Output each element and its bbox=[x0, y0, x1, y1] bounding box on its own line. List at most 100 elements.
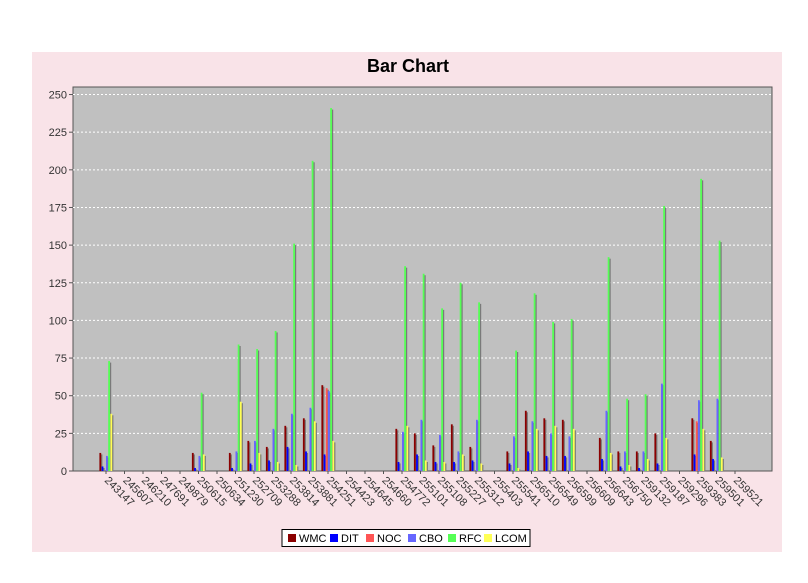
bar-lcom-255541 bbox=[517, 467, 520, 471]
y-tick-label: 225 bbox=[49, 127, 67, 139]
bar-shadow bbox=[551, 434, 553, 471]
bar-shadow bbox=[509, 464, 512, 471]
bar-shadow bbox=[537, 430, 539, 471]
bar-cbo-253288 bbox=[272, 428, 275, 471]
bar-cbo-256643 bbox=[605, 410, 608, 471]
bar-shadow bbox=[563, 421, 565, 471]
bar-shadow bbox=[417, 455, 420, 471]
bar-shadow bbox=[571, 320, 574, 471]
bar-shadow bbox=[692, 419, 695, 471]
bar-shadow bbox=[514, 437, 516, 471]
bar-lcom-254251 bbox=[332, 440, 335, 471]
y-tick-label: 25 bbox=[55, 428, 67, 440]
bar-shadow bbox=[555, 427, 558, 471]
bar-rfc-252709 bbox=[256, 349, 258, 471]
bar-cbo-253814 bbox=[291, 413, 293, 471]
y-tick-label: 125 bbox=[49, 278, 67, 290]
bar-shadow bbox=[292, 415, 294, 471]
legend-box bbox=[281, 529, 531, 547]
bar-shadow bbox=[526, 412, 528, 471]
bar-shadow bbox=[454, 463, 457, 471]
bar-cbo-256510 bbox=[531, 421, 534, 471]
y-tick-label: 150 bbox=[49, 240, 67, 252]
bar-wmc-251230 bbox=[228, 452, 231, 471]
bar-shadow bbox=[232, 469, 235, 471]
bar-wmc-255227 bbox=[450, 424, 453, 471]
bar-shadow bbox=[569, 437, 572, 471]
gridlines bbox=[73, 94, 772, 434]
bar-shadow bbox=[606, 412, 609, 471]
bar-rfc-255541 bbox=[515, 350, 517, 471]
bar-shadow bbox=[195, 469, 198, 471]
bar-shadow bbox=[238, 346, 241, 471]
bar-shadow bbox=[460, 284, 463, 471]
bar-rfc-254772 bbox=[404, 266, 406, 471]
bar-shadow bbox=[444, 463, 447, 471]
bar-noc-259383 bbox=[695, 421, 698, 471]
bar-lcom-243147 bbox=[110, 413, 113, 471]
bar-shadow bbox=[315, 422, 317, 471]
bar-lcom-259187 bbox=[665, 437, 668, 471]
bar-rfc-251230 bbox=[237, 344, 240, 471]
bar-shadow bbox=[199, 457, 202, 471]
bar-shadow bbox=[574, 430, 576, 471]
bar-dit-259501 bbox=[712, 458, 714, 471]
bar-shadow bbox=[275, 332, 278, 471]
bar-shadow bbox=[322, 386, 325, 471]
bar-wmc-255101 bbox=[413, 433, 416, 471]
bar-rfc-255227 bbox=[459, 282, 462, 471]
bar-dit-254772 bbox=[397, 461, 400, 471]
bar-wmc-256549 bbox=[543, 418, 546, 471]
bar-shadow bbox=[534, 294, 537, 471]
bar-chart: Bar Chart 0 25 50 75 100 125 150 175 200 225 250 2… bbox=[49, 56, 773, 547]
bar-dit-255312 bbox=[471, 460, 474, 471]
bar-cbo-254772 bbox=[402, 431, 404, 471]
bar-lcom-252709 bbox=[258, 452, 261, 471]
bar-cbo-256750 bbox=[624, 451, 626, 471]
bar-dit-255227 bbox=[453, 461, 455, 471]
bar-shadow bbox=[259, 454, 262, 471]
bar-shadow bbox=[304, 419, 306, 471]
bar-cbo-259383 bbox=[698, 400, 700, 471]
bar-shadow bbox=[415, 434, 417, 471]
bar-shadow bbox=[470, 448, 473, 471]
bar-shadow bbox=[435, 463, 438, 471]
bar-dit-259187 bbox=[656, 463, 659, 471]
bar-shadow bbox=[294, 245, 297, 471]
bar-shadow bbox=[327, 389, 329, 471]
bar-shadow bbox=[697, 422, 699, 471]
bar-rfc-253814 bbox=[293, 243, 295, 471]
bar-shadow bbox=[407, 427, 410, 471]
bar-shadow bbox=[611, 454, 613, 471]
bar-shadow bbox=[269, 461, 272, 471]
bar-wmc-256510 bbox=[524, 410, 527, 471]
bar-dit-251230 bbox=[231, 467, 233, 471]
bar-cbo-259132 bbox=[642, 451, 645, 471]
bar-shadow bbox=[477, 421, 479, 471]
bar-cbo-256599 bbox=[568, 436, 571, 471]
bar-shadow bbox=[107, 457, 109, 471]
bar-shadow bbox=[516, 352, 519, 471]
bar-cbo-250615 bbox=[198, 455, 201, 471]
legend-label-wmc: WMC bbox=[299, 533, 327, 545]
legend-label-dit: DIT bbox=[341, 533, 359, 545]
bar-shadow bbox=[421, 421, 424, 471]
bar-noc-254251 bbox=[325, 388, 328, 471]
bar-shadow bbox=[396, 430, 399, 471]
legend-label-rfc: RFC bbox=[459, 533, 482, 545]
chart-title: Bar Chart bbox=[367, 56, 449, 76]
bar-shadow bbox=[711, 442, 713, 471]
bar-lcom-255227 bbox=[461, 454, 464, 471]
bar-shadow bbox=[518, 469, 521, 471]
bar-cbo-259501 bbox=[716, 398, 719, 471]
bar-cbo-256549 bbox=[550, 433, 552, 471]
bar-shadow bbox=[662, 385, 664, 471]
bar-shadow bbox=[648, 460, 650, 471]
bar-lcom-256549 bbox=[554, 425, 557, 471]
bar-shadow bbox=[666, 439, 669, 471]
legend-label-lcom: LCOM bbox=[495, 533, 527, 545]
bar-shadow bbox=[241, 403, 243, 471]
bar-shadow bbox=[452, 425, 454, 471]
bar-dit-256549 bbox=[545, 455, 548, 471]
bar-wmc-259132 bbox=[635, 451, 638, 471]
